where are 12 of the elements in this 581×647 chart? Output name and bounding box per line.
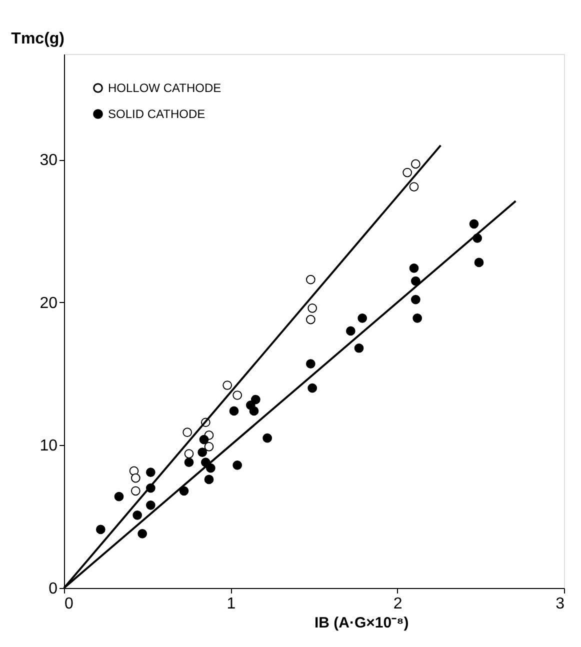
x-tick-label: 2 bbox=[393, 596, 402, 612]
y-tick-label: 20 bbox=[40, 294, 58, 312]
legend-label: SOLID CATHODE bbox=[108, 107, 206, 121]
legend-label: HOLLOW CATHODE bbox=[108, 81, 222, 95]
y-axis-title: Tmc(g) bbox=[11, 30, 64, 48]
x-tick-label: 1 bbox=[226, 596, 236, 612]
y-tick-label: 10 bbox=[40, 438, 58, 455]
x-tick-label: 3 bbox=[556, 596, 565, 612]
x-axis-title: IB (A·G×10⁻⁸) bbox=[314, 614, 409, 632]
y-tick-label: 0 bbox=[48, 580, 58, 598]
x-tick-label: 0 bbox=[64, 596, 74, 612]
y-tick-label: 30 bbox=[40, 152, 58, 170]
